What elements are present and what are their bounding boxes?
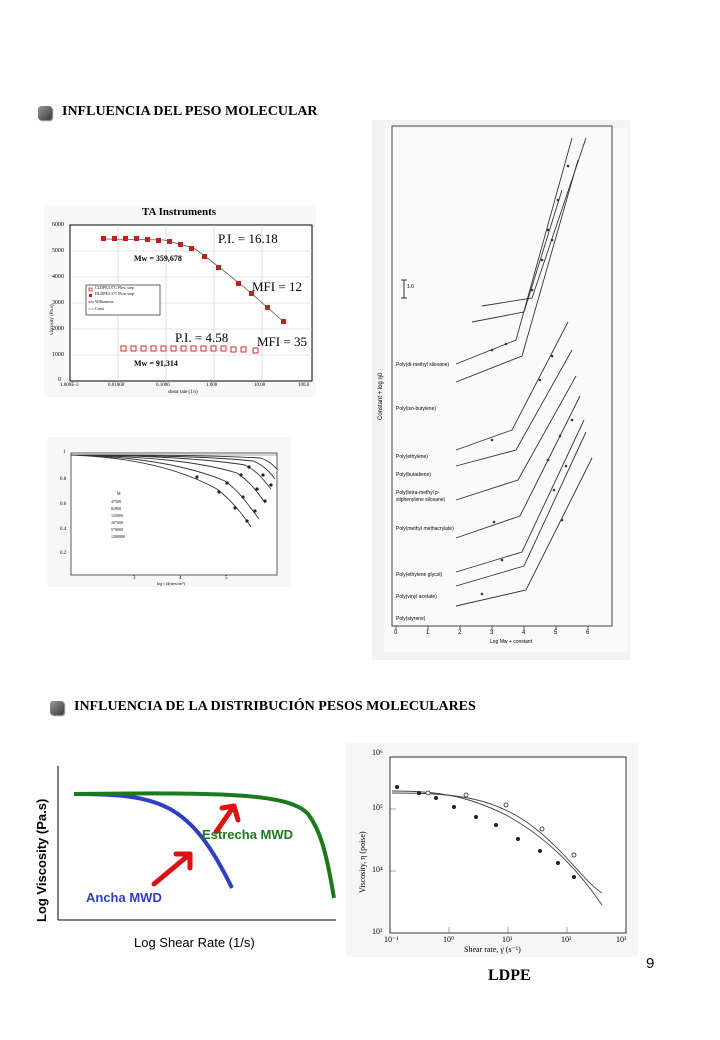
polymer-x-tick: 3 (490, 630, 494, 636)
ta-x-tick: 0.1000 (156, 383, 170, 388)
polymer-label: Poly(di-methyl siloxane) (396, 362, 450, 368)
polymer-x-tick: 1 (426, 630, 430, 636)
ta-y-tick: 1000 (52, 352, 64, 358)
polymer-label: Poly(butadiene) (396, 472, 432, 478)
master-legend-item: 1200000 (111, 534, 125, 539)
ldpe-caption: LDPE (488, 967, 531, 984)
master-legend-item: 125000 (111, 513, 123, 518)
bullet-icon (38, 106, 52, 120)
ta-legend-item: Cross (95, 306, 105, 311)
ta-x-tick: 0.01000 (108, 383, 125, 388)
ldpe-y-tick: 10³ (372, 927, 383, 936)
ta-viscosity-figure: TA Instruments viscosity (Pa.s) 6000 500… (44, 205, 316, 397)
polymer-viscosity-figure: Constant + log η0 1.0 Poly(di-methyl sil… (372, 120, 630, 660)
master-y-tick: 0.2 (60, 551, 67, 556)
ldpe-viscosity-figure: Viscosity, η (poise) 10⁶ 10⁵ 10⁴ 10³ 10⁻… (346, 743, 638, 957)
master-y-tick: 0.4 (60, 527, 67, 532)
mwd-y-axis-label: Log Viscosity (Pa.s) (34, 798, 49, 922)
pi-low-label: P.I. = 4.58 (175, 330, 229, 345)
section-heading-molecular-weight: INFLUENCIA DEL PESO MOLECULAR (62, 104, 318, 119)
master-legend-item: 267000 (111, 520, 123, 525)
ta-legend-item: CLDPE3.3"C Flow step (95, 285, 134, 290)
master-legend-item: 570000 (111, 527, 123, 532)
master-x-tick: 3 (133, 576, 136, 581)
ta-chart-title: TA Instruments (142, 206, 217, 218)
ta-x-tick: 10.00 (254, 383, 266, 388)
ta-x-tick: 1.000 (206, 383, 218, 388)
mw-low-label: Mw = 91,314 (134, 359, 178, 368)
master-x-tick: 4 (179, 576, 182, 581)
ldpe-y-tick: 10⁴ (372, 865, 383, 874)
polymer-x-tick: 5 (554, 630, 558, 636)
mwd-schematic-figure: Log Viscosity (Pa.s) Log Shear Rate (1/s… (30, 750, 350, 960)
polymer-x-tick: 2 (458, 630, 462, 636)
ta-legend-item: DLDPE3.3"C Flow step (95, 291, 134, 296)
polymer-x-axis-label: Log Mw + constant (490, 639, 533, 645)
ldpe-x-tick: 10³ (616, 935, 627, 944)
ta-legend-item: Williamson (95, 299, 114, 304)
master-y-tick: 0.8 (60, 477, 67, 482)
ldpe-y-tick: 10⁵ (372, 803, 383, 812)
master-x-tick: 5 (225, 576, 228, 581)
ldpe-y-tick: 10⁶ (372, 748, 383, 757)
polymer-x-tick: 4 (522, 630, 526, 636)
polymer-x-tick: 6 (586, 630, 590, 636)
polymer-label: Poly(ethylene glycol) (396, 572, 443, 578)
broad-mwd-label: Ancha MWD (86, 890, 162, 905)
master-legend-header: M (117, 491, 121, 496)
polymer-label: Poly(ethylene) (396, 454, 428, 460)
mfi-high-label: MFI = 12 (252, 279, 302, 294)
mwd-x-axis-label: Log Shear Rate (1/s) (134, 935, 255, 950)
page-number: 9 (646, 955, 655, 972)
ta-x-tick: 100.0 (298, 383, 310, 388)
polymer-label: Poly(styrene) (396, 616, 426, 622)
narrow-mwd-label: Estrecha MWD (202, 827, 294, 842)
master-y-tick: 0.6 (60, 502, 67, 507)
ta-y-tick: 0 (58, 377, 61, 383)
polymer-y-axis-label: Constant + log η0 (378, 372, 384, 420)
ldpe-x-tick: 10⁰ (443, 935, 455, 944)
section-heading-mwd: INFLUENCIA DE LA DISTRIBUCIÓN PESOS MOLE… (74, 699, 476, 714)
pi-high-label: P.I. = 16.18 (218, 231, 278, 246)
ta-y-tick: 4000 (52, 274, 64, 280)
master-x-axis-label: log τ (dynes/cm²) (157, 581, 185, 586)
ldpe-x-tick: 10¹ (502, 935, 513, 944)
ta-y-tick: 3000 (52, 300, 64, 306)
master-legend-item: 82900 (111, 506, 121, 511)
mw-high-label: Mw = 359,678 (134, 254, 182, 263)
master-curve-figure: 1 0.8 0.6 0.4 0.2 3 4 5 log τ (dynes/cm²… (47, 437, 291, 587)
polymer-label: Poly(methyl methacrylate) (396, 526, 454, 532)
master-legend-item: 47500 (111, 499, 121, 504)
ta-x-axis-label: shear rate (1/s) (168, 390, 198, 395)
mfi-low-label: MFI = 35 (257, 334, 307, 349)
bullet-icon (50, 701, 64, 715)
polymer-label: Poly(tetra-methyl p-silphenylene siloxan… (396, 490, 446, 503)
ldpe-y-axis-label: Viscosity, η (poise) (358, 831, 367, 893)
ldpe-x-axis-label: Shear rate, γ̇ (s⁻¹) (464, 945, 521, 954)
ldpe-x-tick: 10² (561, 935, 572, 944)
polymer-label: Poly(iso-butylene) (396, 406, 437, 412)
ta-y-tick: 6000 (52, 222, 64, 228)
ldpe-x-tick: 10⁻¹ (384, 935, 399, 944)
polymer-x-tick: 0 (394, 630, 398, 636)
ta-y-tick: 5000 (52, 248, 64, 254)
polymer-scale-label: 1.0 (407, 284, 414, 290)
ta-x-tick: 1.000E-3 (60, 383, 79, 388)
ta-y-tick: 2000 (52, 326, 64, 332)
master-y-tick: 1 (63, 450, 66, 455)
polymer-label: Poly(vinyl acetate) (396, 594, 437, 600)
